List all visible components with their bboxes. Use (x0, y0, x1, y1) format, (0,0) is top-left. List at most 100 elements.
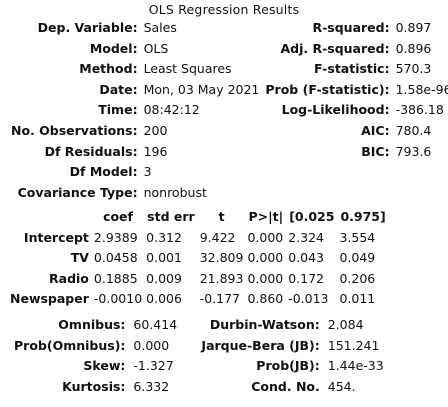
diagnostic-label: Omnibus: (58, 317, 126, 332)
table-cell: 2.324 (288, 229, 324, 245)
summary-value: Sales (143, 20, 177, 35)
summary-label: BIC: (361, 143, 390, 159)
summary-value: 570.3 (395, 61, 432, 77)
coefficients-table: coef std err t P>|t| [0.025 0.975] Inter… (8, 207, 389, 310)
summary-value: Mon, 03 May 2021 (143, 81, 260, 97)
column-header: t (218, 209, 225, 224)
table-cell: 0.1885 (93, 270, 138, 286)
summary-label (262, 183, 392, 204)
summary-row: Time: 08:42:12 Log-Likelihood: -386.18 (8, 100, 448, 121)
summary-value (393, 162, 448, 183)
summary-row: Model: OLS Adj. R-squared: 0.896 (8, 39, 448, 60)
diagnostic-label: Cond. No. (251, 378, 320, 394)
table-cell: 9.422 (199, 229, 236, 245)
table-cell: 0.000 (247, 229, 284, 245)
summary-label: R-squared: (312, 20, 390, 35)
diagnostic-label: Prob(JB): (256, 358, 320, 374)
diagnostic-label: Durbin-Watson: (209, 317, 320, 332)
table-cell: 0.049 (339, 250, 376, 266)
summary-label: F-statistic: (314, 61, 390, 77)
table-row: Newspaper -0.0010 0.006 -0.177 0.860 -0.… (8, 289, 389, 310)
column-header (8, 207, 92, 228)
summary-row: Df Residuals: 196 BIC: 793.6 (8, 142, 448, 163)
diagnostics-row: Kurtosis: 6.332 Cond. No. 454. (10, 377, 388, 398)
diagnostic-value: 60.414 (133, 317, 178, 332)
diagnostic-value: 151.241 (327, 337, 380, 353)
diagnostics-row: Prob(Omnibus): 0.000 Jarque-Bera (JB): 1… (10, 336, 388, 357)
summary-value: 1.58e-96 (395, 81, 448, 97)
diagnostic-value: 454. (327, 378, 356, 394)
variable-name: Newspaper (10, 291, 89, 307)
summary-label: Method: (79, 61, 138, 77)
summary-value: 200 (143, 122, 168, 138)
summary-label: Date: (99, 81, 138, 97)
diagnostic-value: 0.000 (133, 337, 170, 353)
column-header: [0.025 (289, 209, 335, 224)
summary-value: 780.4 (395, 122, 432, 138)
summary-value: 793.6 (395, 143, 432, 159)
summary-row: Df Model: 3 (8, 162, 448, 183)
summary-label: Time: (98, 102, 138, 118)
table-cell: 2.9389 (93, 229, 138, 245)
summary-label: Dep. Variable: (37, 20, 138, 35)
table-cell: 0.001 (146, 250, 182, 266)
column-header: P>|t| (248, 209, 284, 224)
summary-label: AIC: (361, 122, 390, 138)
table-cell: -0.0010 (93, 291, 143, 307)
column-header: 0.975] (340, 209, 386, 224)
diagnostics-row: Omnibus: 60.414 Durbin-Watson: 2.084 (10, 315, 388, 336)
summary-value: 3 (143, 164, 152, 180)
column-header: coef (103, 209, 133, 224)
summary-value: 0.897 (395, 20, 432, 35)
summary-row: Method: Least Squares F-statistic: 570.3 (8, 59, 448, 80)
diagnostic-label: Skew: (83, 358, 126, 374)
table-cell: 0.0458 (93, 250, 138, 266)
diagnostics-table: Omnibus: 60.414 Durbin-Watson: 2.084 Pro… (10, 315, 388, 397)
table-cell: 0.860 (247, 291, 284, 307)
coefficients-header-row: coef std err t P>|t| [0.025 0.975] (8, 207, 389, 228)
summary-label: Covariance Type: (17, 184, 138, 200)
summary-label: Prob (F-statistic): (265, 81, 390, 97)
variable-name: Radio (49, 270, 89, 286)
summary-row: No. Observations: 200 AIC: 780.4 (8, 121, 448, 142)
summary-value (393, 183, 448, 204)
summary-row: Dep. Variable: Sales R-squared: 0.897 (8, 18, 448, 39)
summary-value: 0.896 (395, 40, 432, 56)
table-row: TV 0.0458 0.001 32.809 0.000 0.043 0.049 (8, 248, 389, 269)
summary-value: Least Squares (143, 61, 232, 77)
summary-label: No. Observations: (11, 122, 138, 138)
summary-value: OLS (143, 40, 169, 56)
summary-value: nonrobust (143, 184, 207, 200)
column-header: std err (147, 209, 195, 224)
summary-value: -386.18 (395, 102, 444, 118)
diagnostic-label: Jarque-Bera (JB): (201, 337, 320, 353)
diagnostics-row: Skew: -1.327 Prob(JB): 1.44e-33 (10, 356, 388, 377)
summary-label: Df Model: (69, 164, 138, 180)
summary-value: 196 (143, 143, 168, 159)
diagnostic-label: Prob(Omnibus): (14, 337, 126, 353)
summary-label (262, 162, 392, 183)
table-cell: 0.011 (339, 291, 376, 307)
table-caption: OLS Regression Results (148, 2, 300, 17)
model-summary-table: Dep. Variable: Sales R-squared: 0.897 Mo… (8, 18, 448, 203)
table-row: Intercept 2.9389 0.312 9.422 0.000 2.324… (8, 228, 389, 249)
diagnostic-value: 2.084 (327, 317, 364, 332)
table-cell: 0.312 (146, 229, 182, 245)
summary-value: 08:42:12 (143, 102, 200, 118)
table-row: Radio 0.1885 0.009 21.893 0.000 0.172 0.… (8, 269, 389, 290)
diagnostic-value: 1.44e-33 (327, 358, 384, 374)
summary-label: Df Residuals: (44, 143, 138, 159)
variable-name: Intercept (23, 229, 89, 245)
table-cell: 0.172 (288, 270, 324, 286)
table-cell: 0.206 (339, 270, 376, 286)
table-cell: 21.893 (199, 270, 244, 286)
summary-row: Date: Mon, 03 May 2021 Prob (F-statistic… (8, 80, 448, 101)
table-cell: -0.177 (199, 291, 240, 307)
summary-label: Model: (89, 40, 138, 56)
diagnostic-value: 6.332 (133, 378, 170, 394)
diagnostic-label: Kurtosis: (62, 378, 126, 394)
summary-row: Covariance Type: nonrobust (8, 183, 448, 204)
table-cell: 0.006 (146, 291, 182, 307)
table-cell: 0.043 (288, 250, 324, 266)
table-cell: -0.013 (288, 291, 329, 307)
